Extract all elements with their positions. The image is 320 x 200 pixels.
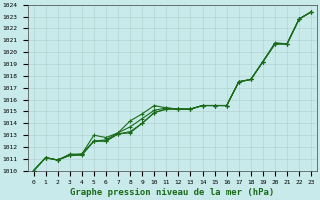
X-axis label: Graphe pression niveau de la mer (hPa): Graphe pression niveau de la mer (hPa) <box>70 188 275 197</box>
